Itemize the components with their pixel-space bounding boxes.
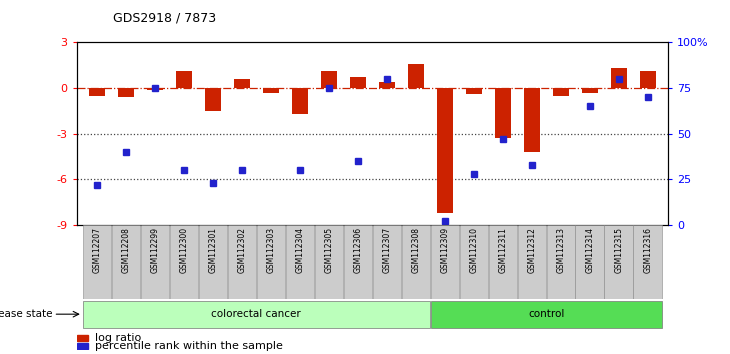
Text: GSM112310: GSM112310: [469, 227, 478, 273]
Text: GSM112316: GSM112316: [643, 227, 652, 273]
FancyBboxPatch shape: [460, 225, 488, 299]
Text: GSM112304: GSM112304: [296, 227, 304, 273]
FancyBboxPatch shape: [228, 225, 256, 299]
Bar: [147, 88, 163, 90]
Text: GSM112309: GSM112309: [440, 227, 449, 273]
Bar: [466, 88, 482, 94]
Bar: [176, 72, 192, 88]
Text: GDS2918 / 7873: GDS2918 / 7873: [113, 12, 216, 25]
Bar: [350, 78, 366, 88]
Bar: [82, 301, 430, 328]
Text: GSM112305: GSM112305: [324, 227, 334, 273]
Bar: [553, 88, 569, 96]
Bar: [263, 88, 279, 93]
FancyBboxPatch shape: [344, 225, 372, 299]
Text: GSM112306: GSM112306: [353, 227, 362, 273]
Text: GSM112300: GSM112300: [180, 227, 188, 273]
Bar: [495, 88, 511, 138]
Bar: [379, 82, 395, 88]
Bar: [408, 64, 423, 88]
FancyBboxPatch shape: [634, 225, 662, 299]
Bar: [321, 72, 337, 88]
Text: colorectal cancer: colorectal cancer: [212, 309, 301, 319]
FancyBboxPatch shape: [257, 225, 285, 299]
Bar: [77, 335, 88, 341]
FancyBboxPatch shape: [575, 225, 604, 299]
Text: GSM112303: GSM112303: [266, 227, 275, 273]
Text: GSM112307: GSM112307: [383, 227, 391, 273]
Bar: [431, 301, 662, 328]
Text: GSM112315: GSM112315: [614, 227, 623, 273]
FancyBboxPatch shape: [112, 225, 140, 299]
Text: control: control: [528, 309, 564, 319]
Bar: [89, 88, 105, 96]
FancyBboxPatch shape: [315, 225, 343, 299]
Bar: [234, 79, 250, 88]
Text: GSM112302: GSM112302: [237, 227, 246, 273]
Text: GSM112208: GSM112208: [121, 227, 131, 273]
FancyBboxPatch shape: [604, 225, 633, 299]
Text: GSM112207: GSM112207: [93, 227, 101, 273]
Text: log ratio: log ratio: [95, 333, 141, 343]
Bar: [611, 68, 626, 88]
Text: percentile rank within the sample: percentile rank within the sample: [95, 341, 283, 351]
Bar: [582, 88, 598, 93]
Text: GSM112301: GSM112301: [208, 227, 218, 273]
Bar: [77, 343, 88, 349]
Bar: [118, 88, 134, 97]
Bar: [205, 88, 221, 111]
Bar: [292, 88, 308, 114]
FancyBboxPatch shape: [431, 225, 459, 299]
FancyBboxPatch shape: [82, 225, 111, 299]
Text: GSM112311: GSM112311: [499, 227, 507, 273]
FancyBboxPatch shape: [199, 225, 227, 299]
Text: GSM112314: GSM112314: [585, 227, 594, 273]
FancyBboxPatch shape: [518, 225, 546, 299]
FancyBboxPatch shape: [169, 225, 198, 299]
FancyBboxPatch shape: [488, 225, 517, 299]
FancyBboxPatch shape: [402, 225, 430, 299]
Bar: [437, 88, 453, 213]
Text: GSM112299: GSM112299: [150, 227, 159, 273]
Bar: [639, 72, 656, 88]
Bar: [523, 88, 539, 152]
FancyBboxPatch shape: [285, 225, 314, 299]
FancyBboxPatch shape: [547, 225, 575, 299]
FancyBboxPatch shape: [372, 225, 401, 299]
Text: GSM112313: GSM112313: [556, 227, 565, 273]
FancyBboxPatch shape: [141, 225, 169, 299]
Text: GSM112308: GSM112308: [411, 227, 420, 273]
Text: GSM112312: GSM112312: [527, 227, 537, 273]
Text: disease state: disease state: [0, 309, 52, 319]
